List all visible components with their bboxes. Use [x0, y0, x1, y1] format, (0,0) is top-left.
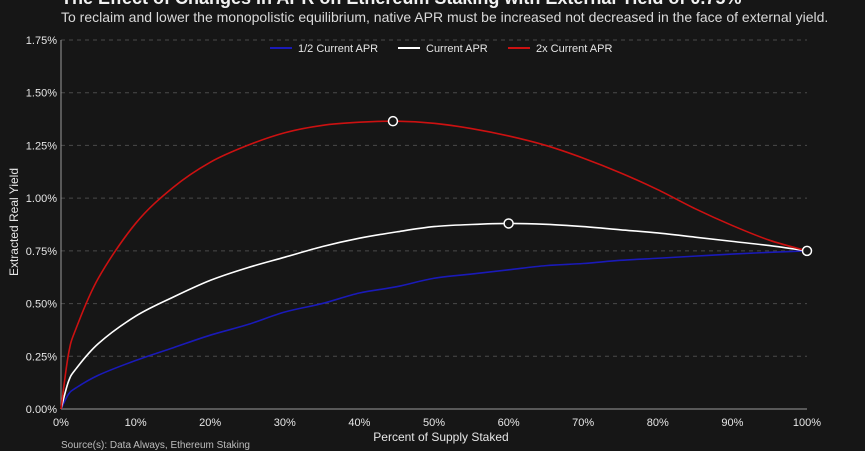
x-axis-ticks: 0% 10% 20% 30% 40% 50% 60% 70% 80% 90% 100%: [53, 417, 821, 429]
y-tick-label: 0.25%: [26, 351, 57, 363]
chart-subtitle: To reclaim and lower the monopolistic eq…: [61, 9, 829, 25]
legend: 1/2 Current APR Current APR 2x Current APR: [270, 43, 612, 55]
x-axis-title: Percent of Supply Staked: [373, 430, 508, 444]
y-tick-label: 0.75%: [26, 246, 57, 258]
legend-label: Current APR: [426, 43, 488, 55]
y-axis-title: Extracted Real Yield: [7, 168, 21, 276]
series-line: [60, 222, 808, 410]
x-tick-label: 90%: [721, 417, 743, 429]
marker-point: [801, 245, 813, 257]
marker-point: [503, 218, 514, 229]
series-markers: [387, 115, 813, 257]
y-tick-label: 1.50%: [26, 88, 57, 100]
x-tick-label: 70%: [572, 417, 594, 429]
legend-label: 1/2 Current APR: [298, 43, 378, 55]
chart-title: The Effect of Changes in APR on Ethereum…: [61, 0, 741, 9]
x-tick-label: 30%: [274, 417, 296, 429]
x-tick-label: 80%: [647, 417, 669, 429]
y-axis-ticks: 0.00% 0.25% 0.50% 0.75% 1.00% 1.25% 1.50% 1.75%: [26, 35, 57, 416]
grid-lines: [61, 39, 807, 357]
x-tick-label: 100%: [793, 417, 821, 429]
y-tick-label: 0.00%: [26, 404, 57, 416]
y-tick-label: 1.00%: [26, 193, 57, 205]
x-tick-label: 50%: [423, 417, 445, 429]
x-tick-label: 10%: [125, 417, 147, 429]
x-tick-label: 60%: [498, 417, 520, 429]
y-tick-label: 0.50%: [26, 299, 57, 311]
source-footnote: Source(s): Data Always, Ethereum Staking: [61, 440, 250, 451]
marker-point: [387, 115, 399, 127]
x-tick-label: 0%: [53, 417, 69, 429]
series-lines: [60, 120, 808, 410]
x-tick-label: 20%: [199, 417, 221, 429]
y-tick-label: 1.75%: [26, 35, 57, 47]
y-tick-label: 1.25%: [26, 140, 57, 152]
axes: [60, 40, 807, 410]
series-line: [60, 120, 808, 410]
x-tick-label: 40%: [348, 417, 370, 429]
legend-label: 2x Current APR: [536, 43, 612, 55]
series-line: [60, 250, 808, 410]
